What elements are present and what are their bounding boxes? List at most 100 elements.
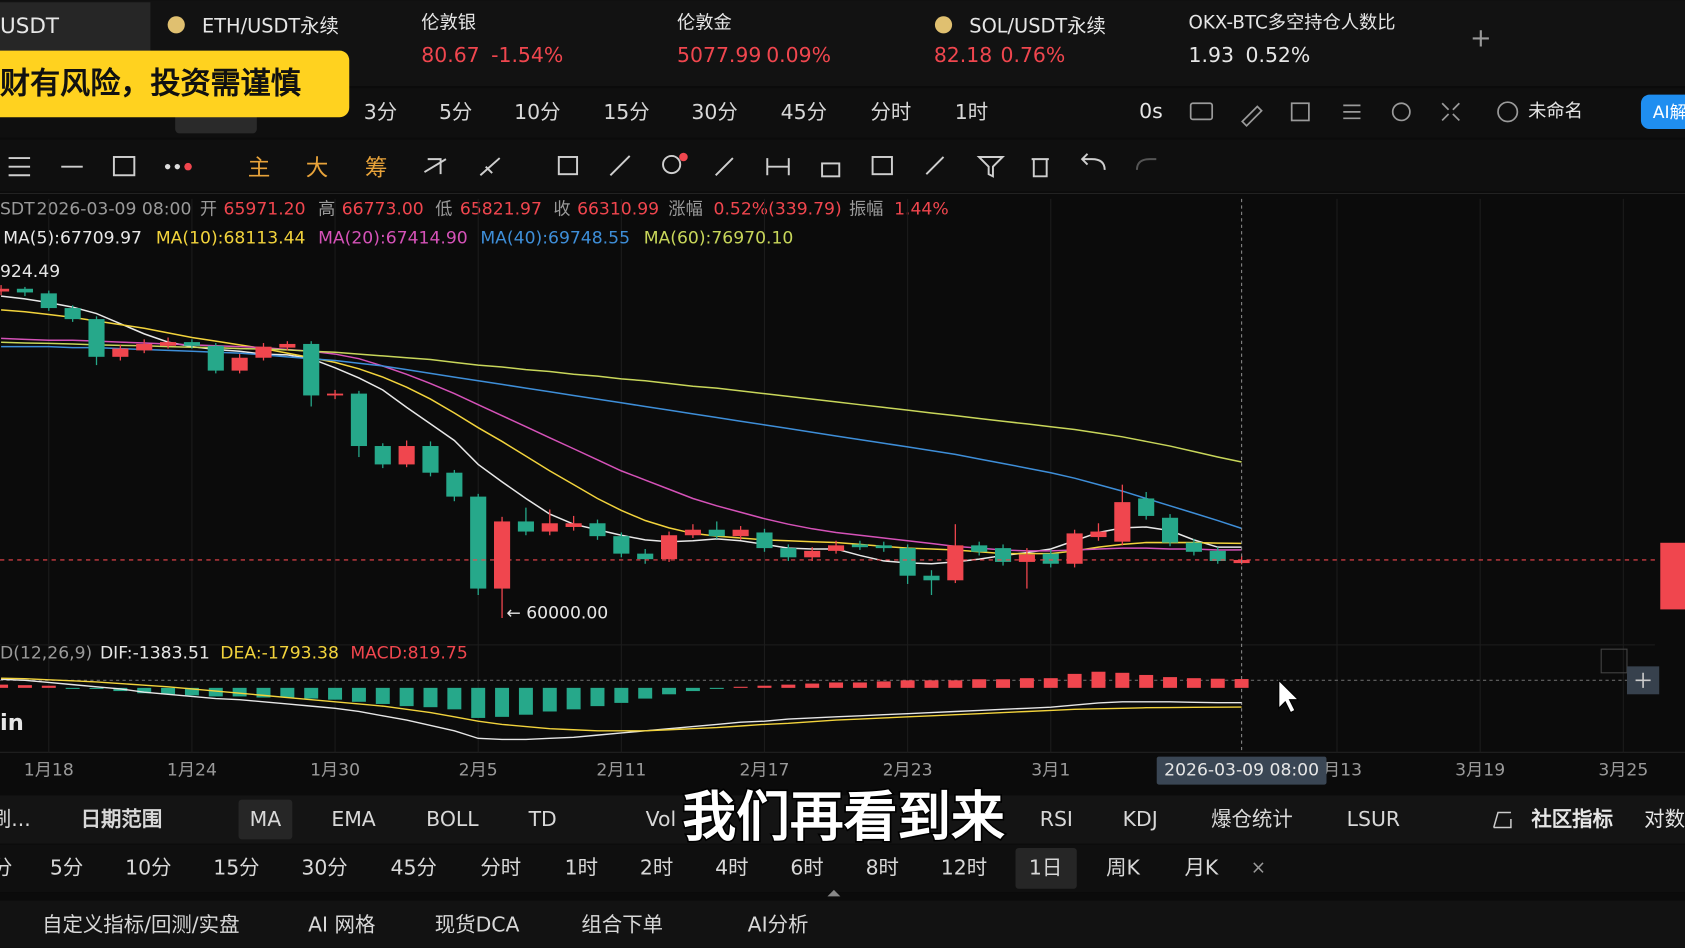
- macd-bar: [495, 687, 510, 717]
- tab-item[interactable]: 刷...: [0, 807, 31, 831]
- tab-item[interactable]: TD: [528, 807, 557, 831]
- ohlc-info: SDT 2026-03-09 08:00 开 65971.20 高 66773.…: [0, 200, 949, 220]
- tab-item[interactable]: 爆仓统计: [1211, 807, 1293, 831]
- ticker-name[interactable]: 伦敦银: [421, 13, 476, 34]
- tab-item[interactable]: 10分: [125, 855, 171, 879]
- video-subtitle: 我们再看到来: [682, 786, 1005, 849]
- macd-bar: [423, 687, 438, 708]
- rect-icon[interactable]: [112, 156, 136, 177]
- legend-entry: MA(10):68113.44: [156, 229, 306, 249]
- tab-item[interactable]: 周K: [1106, 855, 1140, 879]
- ticker-name[interactable]: OKX-BTC多空持仓人数比: [1189, 13, 1396, 34]
- ticker-name[interactable]: SOL/USDT永续: [969, 14, 1106, 37]
- value: 66773.00: [342, 200, 424, 220]
- tab-item[interactable]: 45分: [391, 855, 437, 879]
- undo-icon[interactable]: [1080, 153, 1106, 170]
- tab-item[interactable]: EMA: [331, 807, 375, 831]
- tool-icon[interactable]: [479, 157, 501, 176]
- ai-button-bg[interactable]: [1640, 94, 1685, 130]
- tab-item[interactable]: BOLL: [426, 807, 479, 831]
- list-icon[interactable]: [1343, 104, 1361, 120]
- camera-icon[interactable]: [1189, 102, 1214, 121]
- filter-icon[interactable]: [976, 156, 1005, 178]
- menu-icon[interactable]: [8, 157, 31, 177]
- ticker-name[interactable]: ETH/USDT永续: [202, 14, 339, 37]
- tab-item[interactable]: 现货DCA: [435, 912, 520, 936]
- tab-item[interactable]: 1时: [565, 855, 598, 879]
- tab-item[interactable]: 1日: [1029, 855, 1062, 879]
- add-ticker[interactable]: +: [1470, 23, 1492, 53]
- tab-item[interactable]: 8时: [866, 855, 899, 879]
- tab-item[interactable]: RSI: [1040, 807, 1073, 831]
- ruler-icon[interactable]: [609, 155, 631, 176]
- resize-icon[interactable]: [1600, 648, 1628, 674]
- mouse-cursor: [1278, 679, 1300, 714]
- tab-item[interactable]: 5分: [50, 855, 83, 879]
- tab-item[interactable]: 2时: [640, 855, 673, 879]
- tab-item[interactable]: 1时: [955, 100, 988, 124]
- redo-icon[interactable]: [1135, 158, 1157, 170]
- tab-item[interactable]: 月K: [1185, 855, 1219, 879]
- tab-item[interactable]: 分: [0, 855, 12, 879]
- tab-item[interactable]: 10分: [514, 100, 560, 124]
- link-icon[interactable]: [925, 156, 945, 175]
- tab-item[interactable]: 30分: [691, 100, 737, 124]
- ticker-price: 80.67: [421, 43, 479, 67]
- tab-item[interactable]: LSUR: [1347, 807, 1400, 831]
- delete-icon[interactable]: [1031, 158, 1049, 178]
- ticker-name[interactable]: USDT: [0, 14, 60, 39]
- tool-icon[interactable]: [423, 158, 447, 175]
- value: 65971.20: [224, 200, 306, 220]
- macd-bar: [972, 679, 987, 688]
- eraser-icon[interactable]: [715, 157, 734, 176]
- ticker-name[interactable]: 伦敦金: [677, 13, 732, 34]
- toolbar-item[interactable]: 筹: [365, 155, 388, 181]
- tab-item[interactable]: 自定义指标/回测/实盘: [42, 912, 239, 936]
- tab-item[interactable]: AI 网格: [308, 912, 375, 936]
- toolbar-item[interactable]: 主: [248, 155, 271, 181]
- interval-bar-bottom: [0, 844, 1685, 893]
- tab-item[interactable]: 分时: [870, 100, 911, 124]
- tab-item[interactable]: 45分: [781, 100, 827, 124]
- candle-body: [875, 545, 892, 549]
- macd-bar: [876, 681, 891, 688]
- close-button[interactable]: ×: [1251, 857, 1266, 878]
- tab-item[interactable]: 日期范围: [81, 807, 163, 831]
- label: 振幅: [849, 200, 883, 220]
- ai-button[interactable]: AI解: [1653, 103, 1685, 123]
- tab-item[interactable]: AI分析: [748, 912, 809, 936]
- tab-item[interactable]: 6时: [790, 855, 823, 879]
- x-tick-label: 1月18: [24, 761, 74, 781]
- tab-item[interactable]: 15分: [603, 100, 649, 124]
- window-icon[interactable]: [1290, 102, 1310, 122]
- tab-item[interactable]: Vol: [646, 807, 677, 831]
- tab-item[interactable]: 组合下单: [581, 912, 663, 936]
- macd-bar: [232, 687, 247, 697]
- tool-icon[interactable]: [766, 158, 790, 176]
- tool-icon[interactable]: [557, 156, 579, 176]
- community-indicators[interactable]: 社区指标: [1530, 807, 1613, 831]
- tab-item[interactable]: 4时: [715, 855, 748, 879]
- log-toggle[interactable]: 对数: [1644, 807, 1685, 831]
- tab-item[interactable]: 15分: [213, 855, 259, 879]
- tool-icon[interactable]: [871, 156, 893, 176]
- macd-bar: [852, 682, 867, 688]
- toolbar-item[interactable]: 大: [306, 155, 329, 181]
- layout-name[interactable]: 未命名: [1528, 101, 1583, 122]
- tab-item[interactable]: 30分: [301, 855, 347, 879]
- collapse-handle[interactable]: [827, 889, 841, 897]
- settings-icon[interactable]: [1391, 102, 1411, 122]
- tab-item[interactable]: 12时: [941, 855, 987, 879]
- tab-item[interactable]: 分时: [480, 855, 521, 879]
- pen-icon[interactable]: [1241, 105, 1263, 128]
- tab-item[interactable]: MA: [250, 807, 282, 831]
- label: 涨幅: [668, 200, 702, 220]
- interval-bottom: 分 5分 10分 15分 30分 45分 分时 1时 2时 4时 6时 8时 12时 1日 周K 月K: [0, 855, 1219, 879]
- candle-body: [398, 446, 415, 465]
- fullscreen-icon[interactable]: [1441, 102, 1460, 122]
- tab-item[interactable]: 5分: [439, 100, 472, 124]
- zoom-icon[interactable]: [662, 154, 682, 175]
- tab-item[interactable]: 3分: [364, 100, 397, 124]
- tab-item[interactable]: KDJ: [1123, 807, 1158, 831]
- lock-icon[interactable]: [821, 162, 841, 178]
